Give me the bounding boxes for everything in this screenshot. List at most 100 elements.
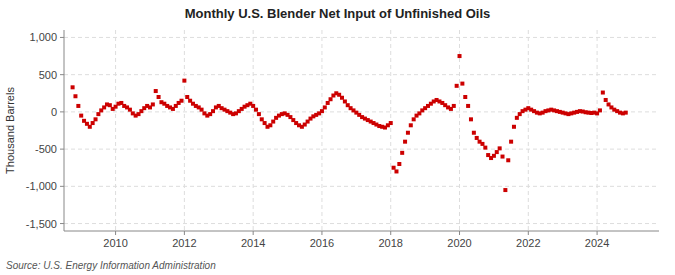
point: [326, 101, 330, 105]
point: [73, 94, 77, 98]
point: [509, 140, 513, 144]
point: [185, 95, 189, 99]
point: [271, 120, 275, 124]
point: [495, 150, 499, 154]
point: [598, 108, 602, 112]
point: [406, 131, 410, 135]
y-tick-label: 1,000: [29, 31, 57, 43]
point: [257, 112, 261, 116]
x-grid-line: [184, 30, 185, 231]
y-grid-line: [64, 37, 659, 38]
point: [96, 112, 100, 116]
point: [503, 188, 507, 192]
point: [483, 146, 487, 150]
y-grid-line: [64, 74, 659, 75]
point: [263, 121, 267, 125]
y-grid-line: [64, 186, 659, 187]
point: [604, 98, 608, 102]
point: [76, 104, 80, 108]
point: [455, 84, 459, 88]
point: [79, 114, 83, 118]
point: [501, 155, 505, 159]
x-tick: [321, 231, 322, 235]
chart: Monthly U.S. Blender Net Input of Unfini…: [0, 0, 675, 275]
points: [71, 54, 628, 192]
x-grid-line: [390, 30, 391, 231]
point: [475, 136, 479, 140]
point: [254, 108, 258, 112]
x-tick-label: 2024: [585, 237, 609, 249]
point: [260, 117, 264, 121]
point: [94, 117, 98, 121]
point: [492, 154, 496, 158]
point: [624, 111, 628, 115]
x-tick-label: 2010: [103, 237, 127, 249]
y-axis-line: [64, 30, 65, 231]
grid: [64, 30, 659, 231]
point: [400, 151, 404, 155]
point: [472, 131, 476, 135]
point: [151, 102, 155, 106]
x-tick-label: 2020: [447, 237, 471, 249]
point: [88, 125, 92, 129]
x-tick: [528, 231, 529, 235]
x-tick-label: 2016: [310, 237, 334, 249]
point: [71, 85, 75, 89]
point: [329, 97, 333, 101]
x-tick: [184, 231, 185, 235]
y-tick-label: 500: [39, 69, 57, 81]
point: [469, 117, 473, 121]
x-axis-line: [64, 231, 659, 232]
point: [463, 95, 467, 99]
y-grid-line: [64, 223, 659, 224]
point: [343, 99, 347, 103]
x-grid-line: [459, 30, 460, 231]
point: [340, 96, 344, 100]
x-grid-line: [597, 30, 598, 231]
point: [466, 104, 470, 108]
point: [498, 146, 502, 150]
point: [480, 142, 484, 146]
point: [268, 123, 272, 127]
x-tick: [459, 231, 460, 235]
point: [409, 123, 413, 127]
x-tick-label: 2012: [172, 237, 196, 249]
y-tick-label: -500: [35, 143, 57, 155]
point: [515, 116, 519, 120]
point: [211, 109, 215, 113]
x-tick-label: 2022: [516, 237, 540, 249]
point: [157, 95, 161, 99]
point: [154, 89, 158, 93]
x-tick: [253, 231, 254, 235]
y-tick: [60, 149, 64, 150]
point: [251, 104, 255, 108]
point: [182, 79, 186, 83]
y-tick: [60, 223, 64, 224]
y-tick: [60, 111, 64, 112]
axes: -1,500-1,000-50005001,000201020122014201…: [26, 30, 659, 249]
y-tick: [60, 74, 64, 75]
point: [320, 109, 324, 113]
point: [506, 158, 510, 162]
point: [394, 169, 398, 173]
x-grid-line: [321, 30, 322, 231]
x-tick-label: 2018: [378, 237, 402, 249]
y-grid-line: [64, 149, 659, 150]
y-tick-label: 0: [51, 106, 57, 118]
point: [460, 82, 464, 86]
x-tick-label: 2014: [241, 237, 265, 249]
point: [128, 108, 132, 112]
point: [323, 105, 327, 109]
y-axis-label: Thousand Barrels: [4, 87, 16, 174]
x-tick: [390, 231, 391, 235]
source-note: Source: U.S. Energy Information Administ…: [6, 260, 216, 271]
point: [601, 91, 605, 95]
point: [180, 99, 184, 103]
point: [389, 121, 393, 125]
x-grid-line: [528, 30, 529, 231]
x-tick: [597, 231, 598, 235]
point: [108, 103, 112, 107]
point: [452, 104, 456, 108]
y-tick-label: -1,500: [26, 218, 57, 230]
point: [200, 108, 204, 112]
